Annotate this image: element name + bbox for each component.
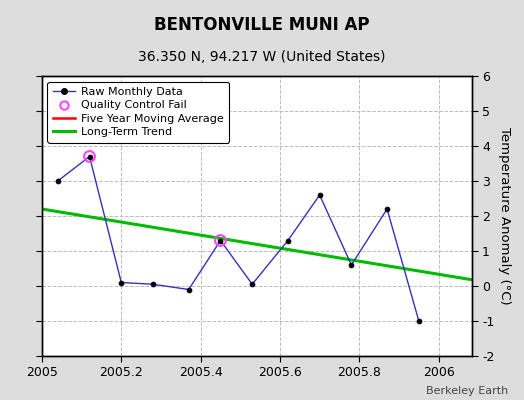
Legend: Raw Monthly Data, Quality Control Fail, Five Year Moving Average, Long-Term Tren: Raw Monthly Data, Quality Control Fail, … — [48, 82, 229, 143]
Text: BENTONVILLE MUNI AP: BENTONVILLE MUNI AP — [154, 16, 370, 34]
Point — [85, 153, 94, 160]
Y-axis label: Temperature Anomaly (°C): Temperature Anomaly (°C) — [498, 127, 511, 305]
Text: Berkeley Earth: Berkeley Earth — [426, 386, 508, 396]
Text: 36.350 N, 94.217 W (United States): 36.350 N, 94.217 W (United States) — [138, 50, 386, 64]
Point — [216, 237, 225, 244]
